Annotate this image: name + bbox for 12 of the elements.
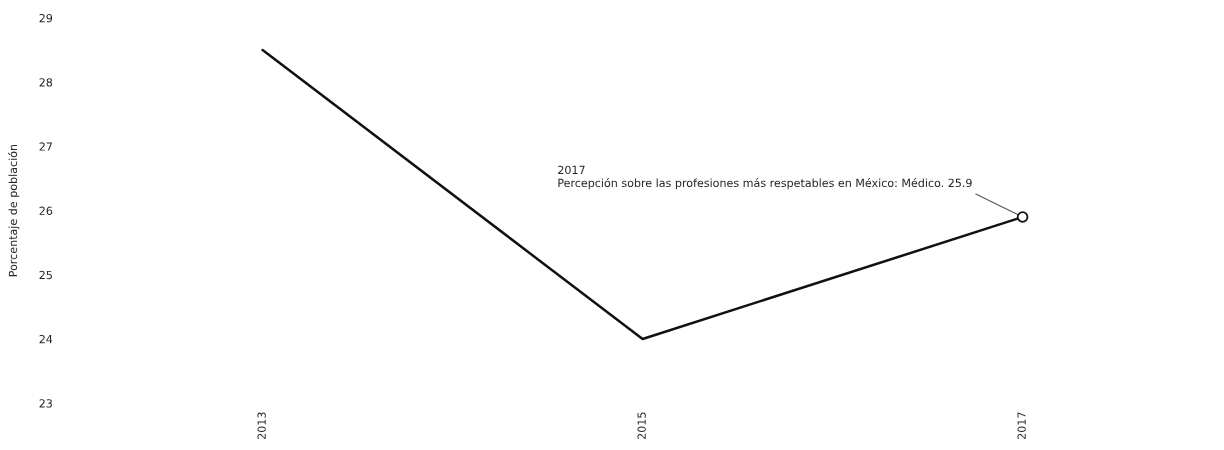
- y-tick-label: 26: [39, 206, 53, 215]
- y-tick-label: 29: [39, 13, 53, 23]
- y-tick-label: 23: [39, 399, 52, 408]
- y-axis-title: Porcentaje de población: [8, 144, 20, 277]
- y-tick-label: 25: [39, 270, 52, 280]
- y-tick-label: 24: [39, 334, 53, 344]
- x-tick-label: 2017: [1017, 412, 1026, 439]
- y-tick-label: 27: [39, 142, 52, 151]
- x-tick-label: 2013: [257, 412, 266, 439]
- annotation: 2017 Percepción sobre las profesiones más respetables en México: Médico. 25.9: [558, 165, 972, 190]
- x-tick-label: 2015: [637, 412, 646, 439]
- y-tick-label: 28: [39, 78, 53, 87]
